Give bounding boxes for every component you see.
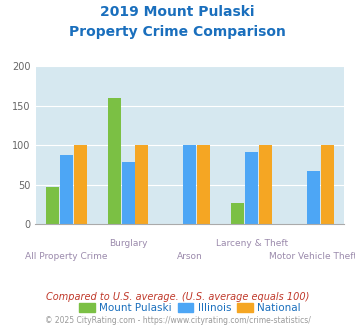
Bar: [46, 187, 59, 224]
Bar: [321, 145, 334, 224]
Bar: [307, 171, 320, 224]
Text: © 2025 CityRating.com - https://www.cityrating.com/crime-statistics/: © 2025 CityRating.com - https://www.city…: [45, 316, 310, 325]
Bar: [108, 98, 121, 224]
Text: Property Crime Comparison: Property Crime Comparison: [69, 25, 286, 39]
Text: 2019 Mount Pulaski: 2019 Mount Pulaski: [100, 5, 255, 19]
Bar: [259, 145, 272, 224]
Bar: [184, 145, 196, 224]
Text: Larceny & Theft: Larceny & Theft: [215, 239, 288, 248]
Text: Arson: Arson: [177, 252, 203, 261]
Text: Motor Vehicle Theft: Motor Vehicle Theft: [269, 252, 355, 261]
Bar: [197, 145, 210, 224]
Bar: [60, 155, 73, 224]
Bar: [73, 145, 87, 224]
Bar: [135, 145, 148, 224]
Bar: [231, 203, 245, 224]
Text: Burglary: Burglary: [109, 239, 147, 248]
Text: Compared to U.S. average. (U.S. average equals 100): Compared to U.S. average. (U.S. average …: [46, 292, 309, 302]
Legend: Mount Pulaski, Illinois, National: Mount Pulaski, Illinois, National: [75, 299, 305, 317]
Bar: [245, 151, 258, 224]
Text: All Property Crime: All Property Crime: [25, 252, 108, 261]
Bar: [122, 162, 135, 224]
